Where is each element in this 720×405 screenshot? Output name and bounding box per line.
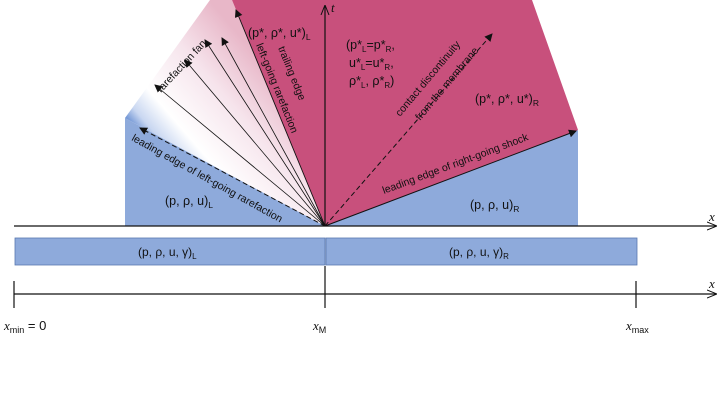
- fan-ray: [221, 37, 326, 227]
- contact-condition-line-2: u*L=u*R,: [349, 56, 394, 72]
- fan-ray: [184, 59, 326, 227]
- fan-ray: [154, 84, 326, 227]
- contact-discontinuity-line: [324, 33, 493, 227]
- fan-rays: [154, 37, 326, 227]
- xmin-label: xmin = 0: [3, 318, 46, 335]
- trailing-edge-line: [234, 9, 326, 227]
- xmax-label: xmax: [625, 318, 649, 335]
- initial-left-state-bar: [14, 237, 326, 266]
- x-axis-top-label: x: [708, 209, 715, 224]
- right-state-label: (p, ρ, u)R: [470, 198, 519, 214]
- star-region: [232, 0, 578, 226]
- contact-condition-line-3: ρ*L, ρ*R): [349, 74, 394, 90]
- t-axis-label: t: [331, 0, 335, 15]
- initial-right-state-bar: [325, 237, 638, 266]
- contact-condition-line-1: (p*L=p*R,: [346, 38, 395, 54]
- fan-ray: [204, 39, 326, 227]
- initial-left-state-label: (p, ρ, u, γ)L: [138, 245, 197, 261]
- left-state-label: (p, ρ, u)L: [165, 194, 213, 210]
- star-right-label: (p*, ρ*, u*)R: [475, 92, 539, 108]
- leading-edge-left-line: [139, 127, 326, 227]
- initial-right-state-label: (p, ρ, u, γ)R: [449, 245, 509, 261]
- xm-label: xM: [312, 318, 326, 335]
- rarefaction-fan-region: [125, 0, 325, 226]
- shock-line: [324, 129, 577, 227]
- x-axis-bottom-label: x: [708, 276, 715, 291]
- star-left-label: (p*, ρ*, u*)L: [248, 26, 311, 42]
